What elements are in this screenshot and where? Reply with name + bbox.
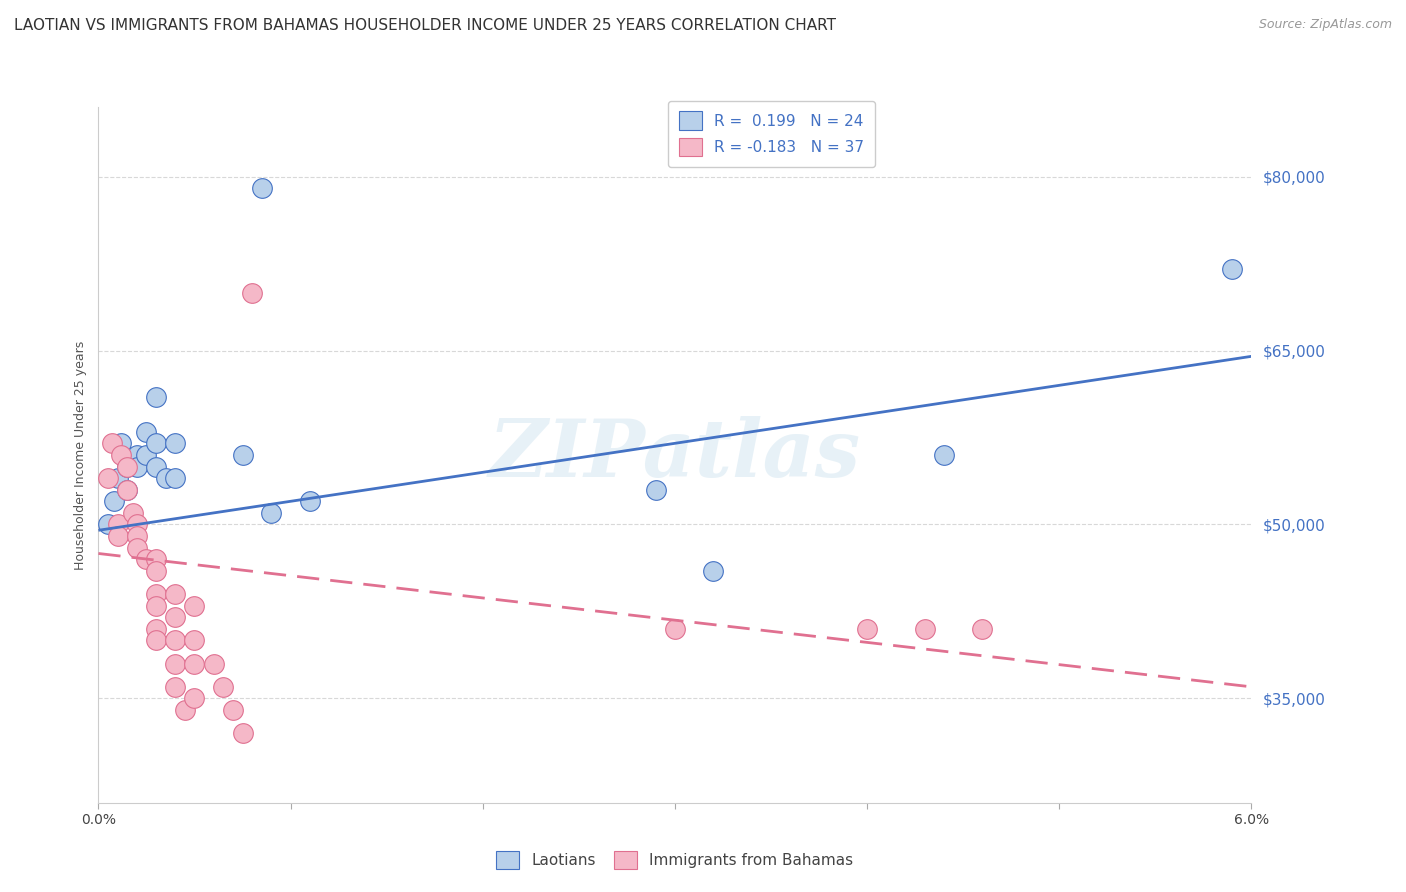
Point: [107, 529, 129, 543]
Point: [165, 587, 187, 601]
Point: [183, 657, 205, 671]
Point: [117, 483, 139, 497]
Point: [107, 471, 129, 485]
Point: [1220, 262, 1243, 277]
Point: [183, 633, 205, 648]
Point: [165, 633, 187, 648]
Point: [222, 703, 245, 717]
Point: [231, 726, 254, 740]
Text: LAOTIAN VS IMMIGRANTS FROM BAHAMAS HOUSEHOLDER INCOME UNDER 25 YEARS CORRELATION: LAOTIAN VS IMMIGRANTS FROM BAHAMAS HOUSE…: [14, 18, 837, 33]
Point: [145, 552, 167, 566]
Point: [183, 691, 205, 706]
Point: [298, 494, 321, 508]
Point: [145, 564, 167, 578]
Point: [174, 703, 197, 717]
Point: [165, 436, 187, 450]
Point: [212, 680, 235, 694]
Point: [135, 448, 157, 462]
Point: [202, 657, 225, 671]
Point: [165, 680, 187, 694]
Point: [644, 483, 666, 497]
Point: [125, 459, 148, 474]
Point: [97, 471, 120, 485]
Point: [145, 436, 167, 450]
Point: [856, 622, 879, 636]
Point: [145, 587, 167, 601]
Point: [145, 599, 167, 613]
Point: [250, 181, 273, 195]
Point: [145, 633, 167, 648]
Point: [260, 506, 283, 520]
Point: [135, 425, 157, 439]
Point: [145, 622, 167, 636]
Point: [932, 448, 955, 462]
Point: [145, 459, 167, 474]
Point: [914, 622, 936, 636]
Point: [145, 390, 167, 404]
Point: [972, 622, 994, 636]
Point: [117, 483, 139, 497]
Text: Source: ZipAtlas.com: Source: ZipAtlas.com: [1258, 18, 1392, 31]
Point: [155, 471, 177, 485]
Point: [97, 517, 120, 532]
Point: [702, 564, 724, 578]
Point: [165, 610, 187, 624]
Point: [240, 285, 263, 300]
Y-axis label: Householder Income Under 25 years: Householder Income Under 25 years: [75, 340, 87, 570]
Point: [110, 448, 132, 462]
Point: [125, 529, 148, 543]
Point: [122, 506, 145, 520]
Point: [125, 517, 148, 532]
Point: [183, 599, 205, 613]
Point: [165, 657, 187, 671]
Point: [107, 517, 129, 532]
Point: [103, 494, 125, 508]
Point: [664, 622, 686, 636]
Point: [165, 471, 187, 485]
Legend: Laotians, Immigrants from Bahamas: Laotians, Immigrants from Bahamas: [486, 842, 863, 879]
Point: [231, 448, 254, 462]
Point: [117, 459, 139, 474]
Point: [125, 541, 148, 555]
Point: [135, 552, 157, 566]
Point: [117, 459, 139, 474]
Point: [101, 436, 124, 450]
Point: [110, 436, 132, 450]
Text: ZIPatlas: ZIPatlas: [489, 417, 860, 493]
Point: [125, 448, 148, 462]
